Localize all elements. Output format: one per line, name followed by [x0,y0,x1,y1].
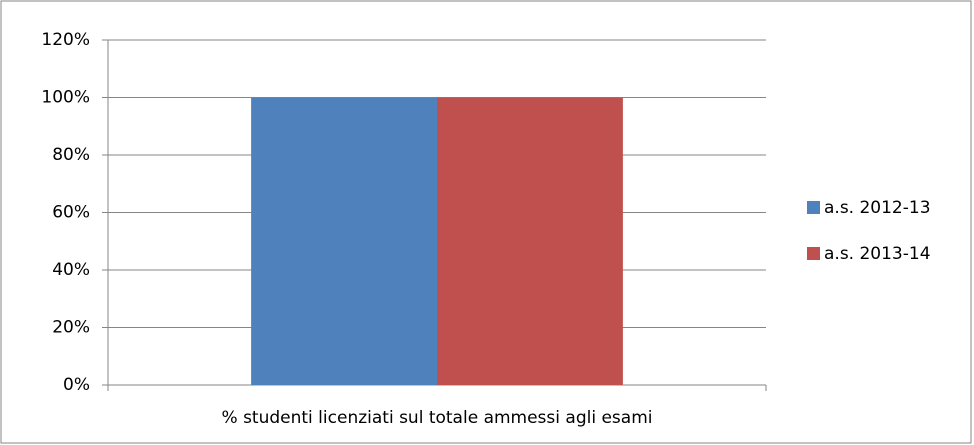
y-tick-label: 100% [41,88,90,108]
legend-swatch [807,247,820,260]
legend-swatch [807,201,820,214]
x-tick-label: % studenti licenziati sul totale ammessi… [222,408,653,428]
bar [437,97,623,385]
y-tick-label: 120% [41,30,90,50]
y-tick-label: 80% [52,145,90,165]
y-tick-label: 20% [52,318,90,338]
y-tick-label: 40% [52,260,90,280]
legend-label: a.s. 2013-14 [824,244,931,264]
y-tick-label: 0% [63,375,90,395]
y-tick-label: 60% [52,203,90,223]
bar [251,97,437,385]
legend-label: a.s. 2012-13 [824,198,931,218]
